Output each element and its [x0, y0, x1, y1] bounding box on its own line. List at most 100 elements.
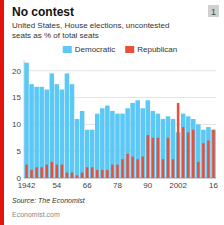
bar: [70, 84, 75, 178]
bar: [25, 165, 28, 178]
bar: [55, 84, 60, 178]
bar: [44, 90, 49, 179]
x-tick-label: 2002: [169, 181, 187, 190]
grid: [24, 71, 216, 178]
source: Source: The Economist: [12, 197, 86, 204]
legend-swatch: [63, 46, 72, 53]
footer: Economist.com: [12, 211, 60, 218]
bar: [35, 167, 38, 178]
title: No contest: [12, 5, 74, 19]
bar: [106, 170, 109, 178]
legend-item: Republican: [125, 45, 177, 54]
x-tick-label: 54: [52, 181, 61, 190]
bar: [156, 114, 161, 178]
bar: [105, 106, 110, 178]
bar: [121, 159, 124, 178]
badge: 1: [208, 5, 219, 17]
bar: [166, 116, 171, 178]
bar: [85, 130, 90, 178]
bar: [182, 127, 185, 178]
bar: [141, 157, 144, 178]
bar: [171, 119, 176, 178]
bar: [140, 108, 145, 178]
bar: [61, 165, 64, 178]
bar: [39, 87, 44, 178]
bar: [56, 165, 59, 178]
bar: [60, 90, 65, 179]
bar: [151, 111, 156, 178]
bar: [191, 119, 196, 178]
legend-item: Democratic: [63, 45, 115, 54]
x-tick-label: 78: [113, 181, 122, 190]
bar: [110, 111, 115, 178]
bar: [101, 170, 104, 178]
bars: [24, 63, 215, 178]
bar: [197, 162, 200, 178]
bar: [76, 175, 79, 178]
bar: [100, 108, 105, 178]
bar: [51, 162, 54, 178]
bar: [167, 138, 170, 178]
bar: [157, 138, 160, 178]
bar: [90, 130, 95, 178]
x-axis-line: [24, 178, 216, 179]
bar: [172, 159, 175, 178]
bar: [186, 116, 191, 178]
bar: [75, 119, 80, 178]
x-tick-label: 16: [209, 181, 218, 190]
bar: [66, 173, 69, 178]
legend-swatch: [125, 46, 134, 53]
bar: [116, 165, 119, 178]
bar: [24, 63, 29, 178]
bar: [147, 135, 150, 178]
bar: [120, 114, 125, 178]
bar: [136, 159, 139, 178]
bar: [91, 167, 94, 178]
bar: [201, 130, 206, 178]
subtitle: United States, House elections, uncontes…: [12, 21, 169, 40]
chart: No contest United States, House elections…: [0, 0, 224, 225]
bar: [81, 173, 84, 178]
grid-line: [24, 70, 216, 71]
bar: [86, 167, 89, 178]
bar: [161, 119, 166, 178]
bar: [211, 130, 216, 178]
y-tick-label: 10: [12, 120, 21, 129]
badge-text: 1: [211, 7, 216, 17]
bar: [181, 114, 186, 178]
legend-label: Republican: [137, 45, 177, 54]
bar: [131, 157, 134, 178]
x-tick-label: 1942: [18, 181, 36, 190]
badge-box: [208, 5, 219, 17]
bar: [192, 130, 195, 178]
bar: [135, 100, 140, 178]
bar: [115, 114, 120, 178]
bar: [146, 100, 151, 178]
bar: [206, 127, 211, 178]
y-tick-label: 15: [12, 93, 21, 102]
bar: [130, 103, 135, 178]
bar: [80, 111, 85, 178]
legend: Democratic Republican: [63, 45, 177, 54]
bar: [187, 132, 190, 178]
x-tick-label: 90: [143, 181, 152, 190]
bar: [207, 140, 210, 178]
bar: [196, 124, 201, 178]
bar: [71, 173, 74, 178]
bar: [50, 73, 55, 178]
bar: [30, 170, 33, 178]
bar: [126, 154, 129, 178]
bar: [177, 103, 180, 178]
bar: [29, 84, 34, 178]
bar: [212, 130, 215, 178]
bar: [65, 73, 70, 178]
legend-label: Democratic: [75, 45, 115, 54]
bar: [111, 165, 114, 178]
bar: [45, 165, 48, 178]
y-tick-label: 20: [12, 67, 21, 76]
bar: [40, 167, 43, 178]
bar: [162, 159, 165, 178]
bar: [125, 108, 130, 178]
y-tick-label: 5: [17, 147, 22, 156]
bar: [202, 143, 205, 178]
